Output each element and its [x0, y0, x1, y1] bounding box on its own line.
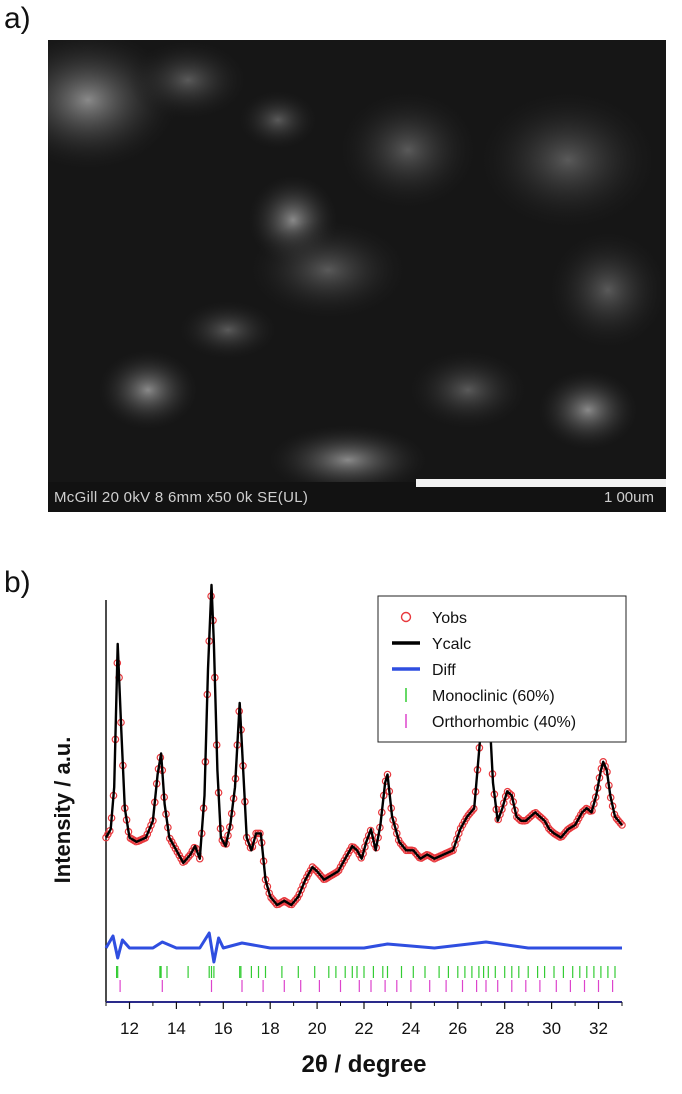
yobs-point	[299, 881, 307, 890]
x-axis-label: 2θ / degree	[301, 1051, 426, 1078]
x-tick-label: 32	[589, 1019, 608, 1038]
yobs-point	[291, 896, 300, 904]
yobs-point	[612, 814, 621, 823]
x-tick-label: 30	[542, 1019, 561, 1038]
xrd-chart: 12 14 16 18 20 22 24 26 28 30 32 2θ / degree Inten…	[50, 583, 627, 1078]
yobs-point	[351, 845, 360, 853]
panel-a-label: a)	[4, 2, 31, 35]
yobs-point	[143, 830, 152, 839]
panel-b-label: b)	[4, 566, 31, 599]
scale-bar	[416, 479, 666, 487]
x-tick-label: 22	[355, 1019, 374, 1038]
yobs-point	[295, 890, 304, 899]
yobs-point	[616, 818, 624, 827]
x-tick-label: 26	[448, 1019, 467, 1038]
yobs-point	[544, 824, 553, 833]
yobs-point	[565, 824, 574, 833]
legend-label: Orthorhombic (40%)	[432, 714, 576, 731]
plot-area	[102, 583, 626, 1003]
yobs-point	[269, 896, 277, 904]
sem-info-bar	[48, 482, 666, 512]
legend-label: Yobs	[432, 610, 467, 627]
yobs-point	[312, 866, 321, 875]
legend-label: Diff	[432, 662, 456, 679]
diff-line	[104, 931, 622, 964]
legend-label: Monoclinic (60%)	[432, 688, 555, 705]
yobs-point	[464, 811, 472, 820]
yobs-point	[618, 821, 626, 829]
yobs-point	[147, 821, 155, 830]
x-tick-label: 12	[120, 1019, 139, 1038]
y-axis-label: Intensity / a.u.	[50, 737, 75, 884]
yobs-point	[468, 807, 476, 815]
yobs-point	[289, 898, 298, 907]
yobs-point	[559, 830, 568, 839]
yobs-point	[411, 849, 420, 857]
legend-label: Ycalc	[432, 636, 471, 653]
yobs-point	[184, 852, 193, 861]
yobs-point	[466, 809, 474, 818]
legend: Yobs Ycalc Diff Monoclinic (60%) Orthorhombi…	[377, 595, 627, 743]
x-axis-ticks: 12 14 16 18 20 22 24 26 28 30 32	[105, 1002, 623, 1038]
yobs-point	[182, 855, 191, 863]
yobs-point	[314, 868, 322, 877]
x-tick-label: 14	[167, 1019, 186, 1038]
yobs-point	[539, 815, 548, 824]
sem-image-texture	[48, 40, 666, 512]
yobs-point	[316, 870, 324, 879]
sem-micrograph: McGill 20 0kV 8 6mm x50 0k SE(UL) 1 00um	[48, 40, 666, 512]
x-tick-label: 28	[495, 1019, 514, 1038]
scale-bar-label: 1 00um	[603, 489, 654, 506]
yobs-point	[301, 877, 309, 885]
yobs-point	[398, 841, 407, 850]
yobs-point	[528, 811, 536, 820]
x-tick-label: 16	[214, 1019, 233, 1038]
yobs-point	[267, 893, 275, 902]
x-tick-label: 24	[401, 1019, 420, 1038]
x-tick-label: 18	[261, 1019, 280, 1038]
yobs-point	[332, 868, 341, 877]
ycalc-line	[104, 583, 623, 907]
yobs-point	[537, 813, 546, 822]
yobs-point	[271, 898, 279, 907]
yobs-point	[317, 873, 326, 881]
yobs-point	[614, 816, 623, 825]
x-tick-label: 20	[308, 1019, 327, 1038]
sem-info-text: McGill 20 0kV 8 6mm x50 0k SE(UL)	[54, 489, 309, 506]
legend-marker-yobs	[400, 611, 412, 623]
yobs-point	[357, 853, 366, 862]
yobs-point	[396, 839, 405, 848]
